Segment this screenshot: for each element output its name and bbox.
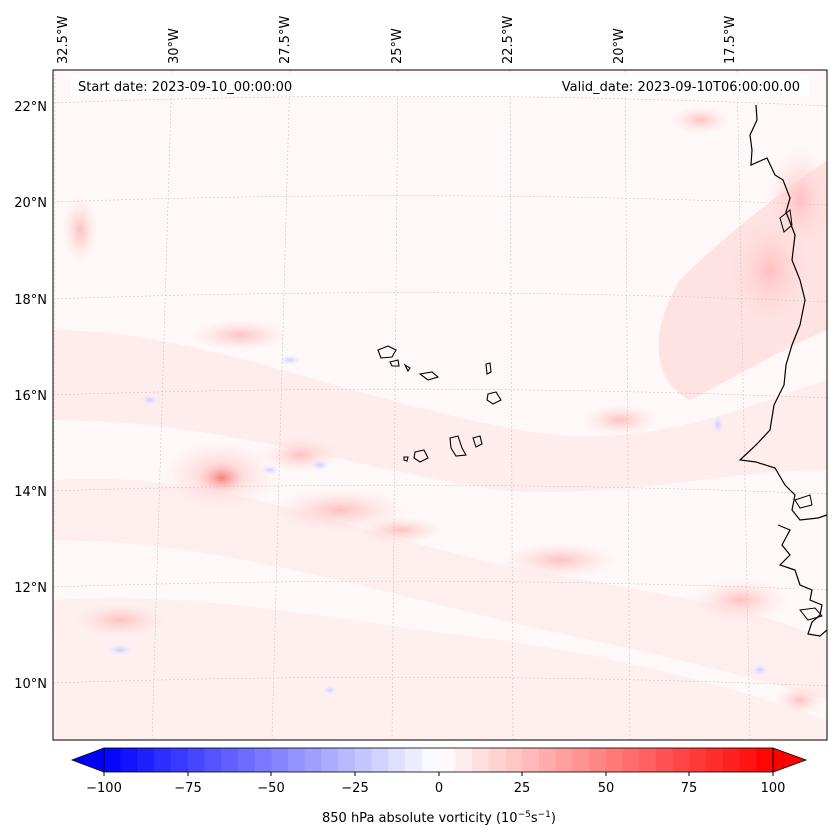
colorbar-segment xyxy=(405,748,423,772)
lon-label: 17.5°W xyxy=(723,16,738,64)
vorticity-field xyxy=(53,70,827,740)
colorbar-segment xyxy=(104,748,122,772)
colorbar-segment xyxy=(388,748,406,772)
lat-label: 16°N xyxy=(14,389,47,404)
lon-label: 22.5°W xyxy=(501,16,516,64)
colorbar-segment xyxy=(655,748,674,772)
lat-label: 12°N xyxy=(14,581,47,596)
colorbar-segment xyxy=(137,748,155,772)
colorbar-segment xyxy=(572,748,590,772)
colorbar-tick-label: −50 xyxy=(257,781,284,796)
colorbar-tick-label: 0 xyxy=(435,781,443,796)
lat-axis: 22°N 20°N 18°N 16°N 14°N 12°N 10°N xyxy=(14,100,47,692)
colorbar-segment xyxy=(639,748,657,772)
colorbar-segment xyxy=(739,748,757,772)
cape-verde-islands xyxy=(377,345,502,463)
colorbar: −100 −75 −50 −25 0 25 50 75 100 850 hPa … xyxy=(70,747,808,826)
lon-axis: 32.5°W 30°W 27.5°W 25°W 22.5°W 20°W 17.5… xyxy=(56,16,738,64)
colorbar-segment xyxy=(722,748,741,772)
colorbar-segment xyxy=(471,748,490,772)
colorbar-segment xyxy=(706,748,724,772)
colorbar-tick-label: 75 xyxy=(681,781,698,796)
colorbar-segment xyxy=(221,748,239,772)
colorbar-label: 850 hPa absolute vorticity (10−5s−1) xyxy=(322,810,556,826)
colorbar-segment xyxy=(271,748,289,772)
lon-label: 30°W xyxy=(167,28,182,64)
colorbar-segment xyxy=(338,748,356,772)
lat-label: 10°N xyxy=(14,677,47,692)
colorbar-ticks xyxy=(103,772,774,776)
colorbar-segment xyxy=(421,748,440,772)
lon-label: 27.5°W xyxy=(278,16,293,64)
colorbar-segment xyxy=(187,748,205,772)
lat-label: 20°N xyxy=(14,196,47,211)
colorbar-tick-label: −25 xyxy=(341,781,368,796)
colorbar-segment xyxy=(237,748,256,772)
colorbar-segment xyxy=(522,748,540,772)
colorbar-segment xyxy=(354,748,373,772)
colorbar-segment xyxy=(505,748,523,772)
colorbar-segment xyxy=(154,748,172,772)
colorbar-segment xyxy=(455,748,473,772)
colorbar-max-arrow xyxy=(772,747,808,773)
colorbar-min-arrow xyxy=(70,747,105,773)
colorbar-segment xyxy=(689,748,707,772)
colorbar-tick-label: −75 xyxy=(174,781,201,796)
africa-coast-south xyxy=(777,524,827,637)
colorbar-segment xyxy=(622,748,640,772)
colorbar-segment xyxy=(605,748,624,772)
colorbar-tick-label: 25 xyxy=(514,781,531,796)
lon-label: 25°W xyxy=(390,28,405,64)
colorbar-segments xyxy=(104,748,774,772)
colorbar-segment xyxy=(589,748,607,772)
colorbar-segment xyxy=(538,748,557,772)
colorbar-segment xyxy=(254,748,272,772)
lon-label: 32.5°W xyxy=(56,16,71,64)
colorbar-tick-label: 50 xyxy=(598,781,615,796)
valid-date-text: Valid_date: 2023-09-10T06:00:00.00 xyxy=(562,80,800,95)
colorbar-segment xyxy=(555,748,573,772)
colorbar-segment xyxy=(204,748,222,772)
colorbar-segment xyxy=(120,748,139,772)
colorbar-segment xyxy=(287,748,306,772)
start-date-text: Start date: 2023-09-10_00:00:00 xyxy=(78,80,292,95)
africa-coastline xyxy=(738,104,827,521)
map-frame xyxy=(52,69,828,741)
lat-label: 18°N xyxy=(14,293,47,308)
colorbar-segment xyxy=(672,748,690,772)
colorbar-segment xyxy=(304,748,323,772)
colorbar-segment xyxy=(170,748,189,772)
lon-label: 20°W xyxy=(612,28,627,64)
colorbar-tick-label: 100 xyxy=(761,781,786,796)
lat-label: 14°N xyxy=(14,485,47,500)
lat-label: 22°N xyxy=(14,100,47,115)
colorbar-segment xyxy=(438,748,456,772)
header-strip xyxy=(70,75,810,96)
colorbar-segment xyxy=(756,748,774,772)
colorbar-tick-label: −100 xyxy=(86,781,122,796)
colorbar-segment xyxy=(371,748,389,772)
colorbar-segment xyxy=(488,748,507,772)
colorbar-segment xyxy=(321,748,339,772)
